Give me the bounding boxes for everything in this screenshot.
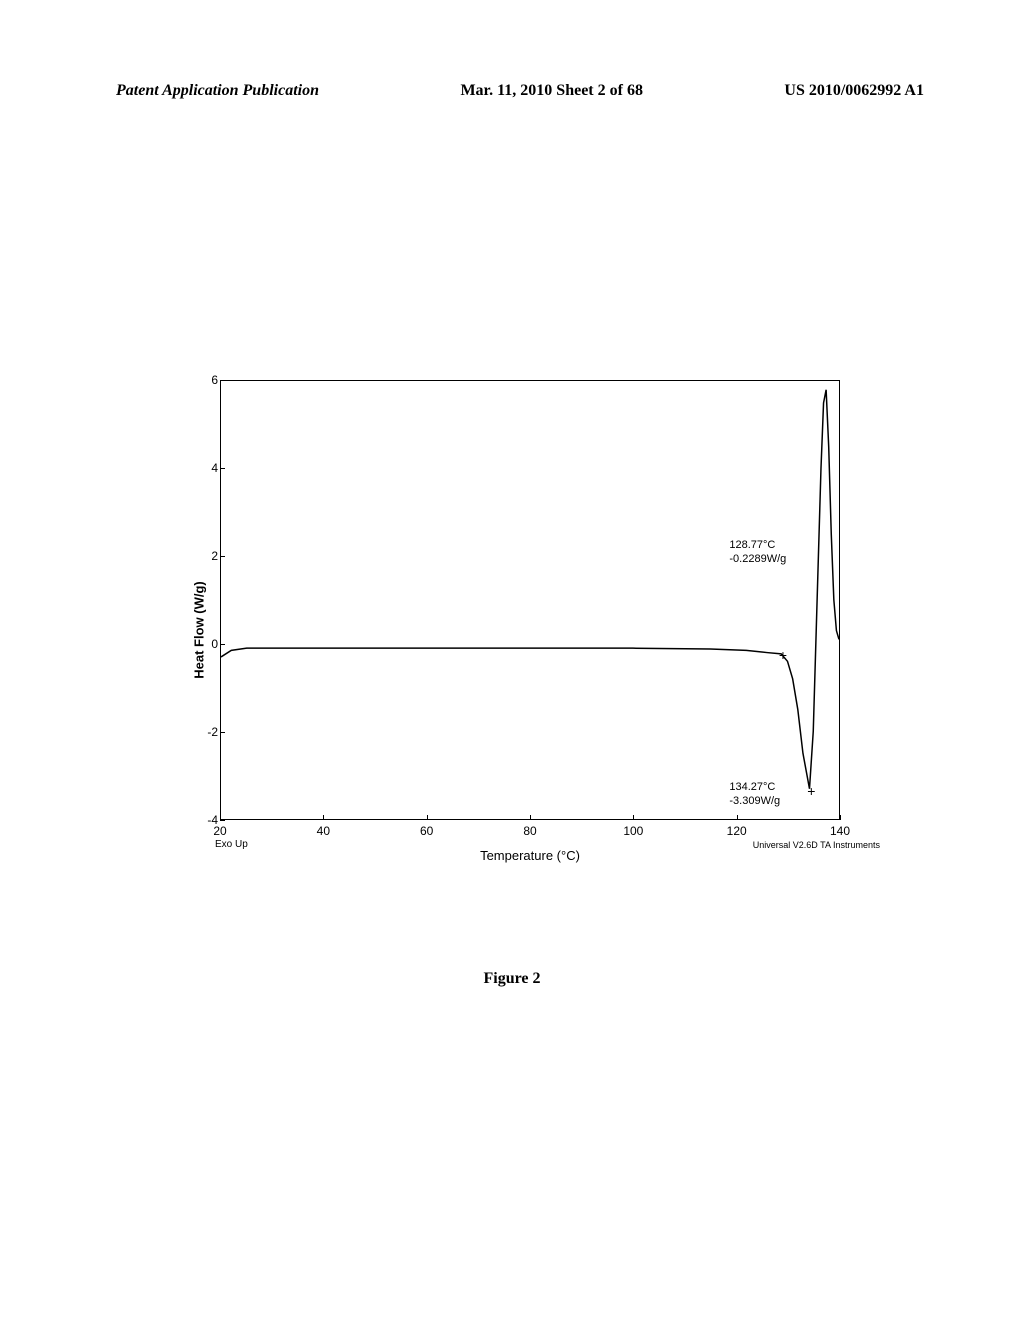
y-tick-mark	[220, 556, 225, 557]
header-date-sheet: Mar. 11, 2010 Sheet 2 of 68	[460, 82, 643, 100]
peak-flow: -3.309W/g	[729, 795, 780, 808]
y-tick-mark	[220, 468, 225, 469]
x-tick-mark	[427, 815, 428, 820]
x-tick-label: 20	[213, 824, 226, 838]
y-tick-label: 2	[190, 549, 218, 563]
y-axis-label: Heat Flow (W/g)	[191, 581, 206, 679]
peak-temp: 134.27°C	[729, 781, 780, 794]
peak-annotation: 134.27°C -3.309W/g	[729, 781, 780, 807]
x-tick-mark	[323, 815, 324, 820]
plot-area: 128.77°C -0.2289W/g + 134.27°C -3.309W/g…	[220, 380, 840, 820]
x-axis-label: Temperature (°C)	[480, 848, 580, 863]
x-tick-mark	[530, 815, 531, 820]
onset-annotation: 128.77°C -0.2289W/g	[729, 539, 786, 565]
x-tick-label: 140	[830, 824, 850, 838]
x-tick-mark	[840, 815, 841, 820]
exo-up-label: Exo Up	[215, 839, 248, 850]
page-header: Patent Application Publication Mar. 11, …	[116, 82, 924, 100]
x-tick-label: 40	[317, 824, 330, 838]
onset-flow: -0.2289W/g	[729, 553, 786, 566]
x-tick-label: 100	[623, 824, 643, 838]
y-tick-label: -2	[190, 725, 218, 739]
dsc-chart: Heat Flow (W/g) 128.77°C -0.2289W/g + 13…	[160, 380, 860, 880]
onset-marker: +	[779, 647, 787, 663]
instrument-label: Universal V2.6D TA Instruments	[753, 840, 880, 850]
x-tick-label: 60	[420, 824, 433, 838]
onset-temp: 128.77°C	[729, 539, 786, 552]
header-publication-type: Patent Application Publication	[116, 82, 319, 100]
y-tick-label: 6	[190, 373, 218, 387]
y-tick-label: 4	[190, 461, 218, 475]
x-tick-mark	[737, 815, 738, 820]
x-tick-label: 120	[727, 824, 747, 838]
y-tick-mark	[220, 732, 225, 733]
header-patent-number: US 2010/0062992 A1	[784, 82, 924, 100]
x-tick-mark	[220, 815, 221, 820]
x-tick-mark	[633, 815, 634, 820]
peak-marker: +	[807, 783, 815, 799]
y-tick-mark	[220, 644, 225, 645]
heat-flow-curve	[221, 381, 839, 819]
figure-caption: Figure 2	[483, 970, 540, 988]
y-tick-mark	[220, 380, 225, 381]
x-tick-label: 80	[523, 824, 536, 838]
y-tick-mark	[220, 820, 225, 821]
y-tick-label: 0	[190, 637, 218, 651]
